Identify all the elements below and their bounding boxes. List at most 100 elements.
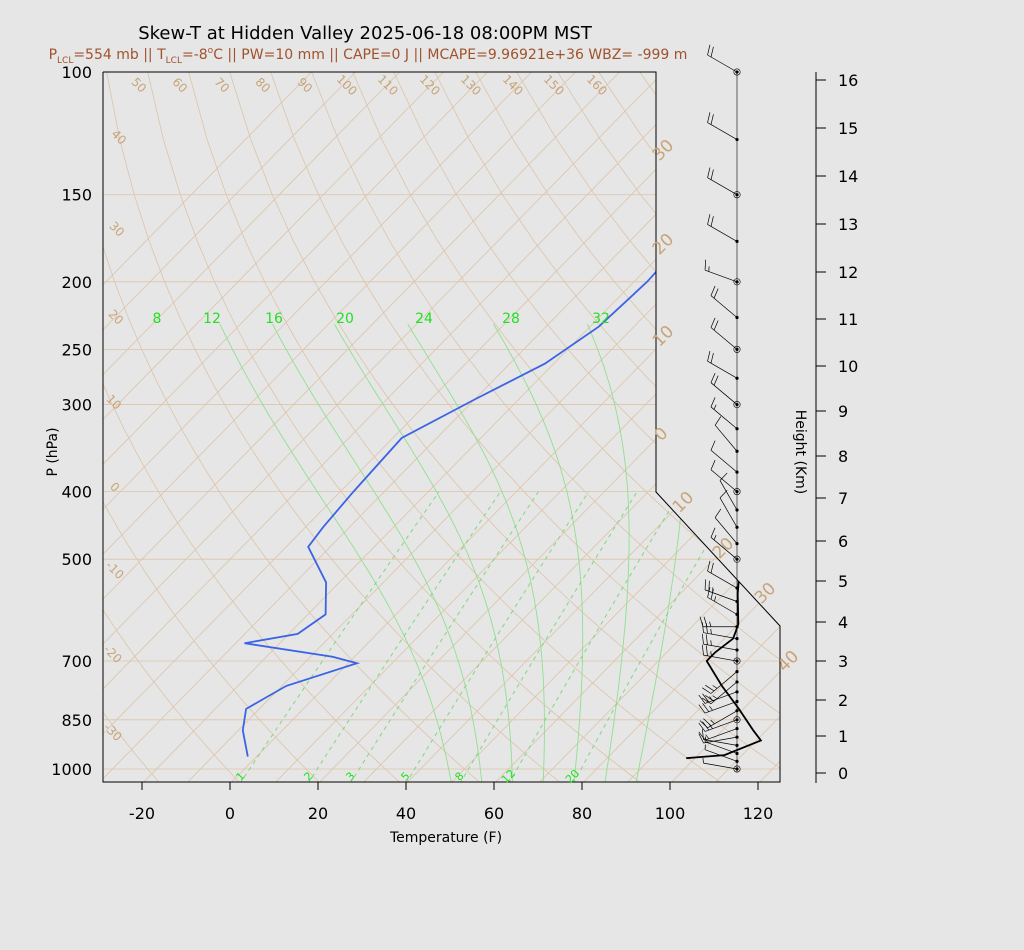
- wind-barb-shaft: [703, 643, 738, 651]
- isotherm-line: [449, 72, 780, 782]
- dry-adiabat-line: [106, 72, 563, 782]
- wind-calm-circle: [733, 68, 741, 76]
- moist-adiabat-line: [334, 323, 513, 782]
- wind-barb-dot: [735, 743, 739, 748]
- wind-barb-shaft: [710, 327, 738, 350]
- wind-barb-flag: [701, 633, 704, 645]
- x-axis-title: Temperature (F): [389, 830, 502, 846]
- isotherm-top-label: 110: [375, 72, 401, 98]
- wind-barb-shaft: [704, 719, 738, 732]
- wind-barb-shaft: [704, 741, 738, 754]
- wind-barb-flag: [710, 640, 712, 646]
- wind-barb-flag: [705, 634, 708, 645]
- isotherm-line: [405, 72, 780, 782]
- temperature-tick-label: 60: [484, 804, 504, 823]
- wind-barb-shaft: [710, 671, 738, 694]
- wind-barb-flag: [698, 704, 706, 714]
- isotherm-left-label: 0: [107, 480, 122, 495]
- wind-barb-flag: [710, 317, 716, 328]
- isotherm-left-label: 30: [106, 219, 127, 240]
- dewpoint-profile-line: [241, 72, 780, 757]
- mixing-ratio-label: 1: [233, 769, 247, 783]
- dry-adiabat-line: [0, 72, 80, 784]
- isotherm-right-label: 30: [751, 579, 780, 608]
- wind-barb: [719, 472, 739, 512]
- height-tick-label: 7: [838, 489, 848, 508]
- wind-barb: [704, 744, 739, 763]
- wind-barb-shaft: [704, 269, 738, 283]
- height-tick-label: 15: [838, 119, 858, 138]
- pressure-tick-label: 250: [61, 340, 92, 359]
- wind-barb-flag: [710, 285, 716, 296]
- height-tick-label: 0: [838, 764, 848, 783]
- dry-adiabat-line: [103, 72, 241, 782]
- moist-adiabat-label: 8: [153, 311, 162, 327]
- wind-barb-flag: [701, 644, 704, 656]
- wind-calm-circle: [733, 555, 741, 563]
- moist-adiabat-label: 28: [502, 311, 520, 327]
- isotherm-top-label: 60: [169, 75, 190, 96]
- wind-barb: [698, 726, 739, 741]
- wind-barb: [707, 214, 739, 243]
- wind-barb: [702, 670, 739, 694]
- wind-calm-circle: [733, 765, 741, 773]
- mixing-ratio-line: [239, 491, 440, 782]
- pressure-tick-label: 100: [61, 63, 92, 82]
- isotherm-right-label: 40: [774, 647, 803, 676]
- wind-barb-flag: [709, 705, 713, 711]
- wind-barb-dot: [735, 759, 739, 763]
- moist-adiabat-line: [493, 323, 584, 782]
- isotherm-top-label: 90: [294, 75, 315, 96]
- pressure-tick-label: 1000: [51, 760, 92, 779]
- pressure-tick-label: 500: [61, 550, 92, 569]
- wind-barb-shaft: [703, 654, 738, 662]
- height-tick-label: 9: [838, 402, 848, 421]
- wind-barb-shaft: [710, 406, 738, 430]
- dry-adiabat-line: [475, 72, 780, 782]
- wind-barb-flag: [714, 508, 722, 518]
- wind-barb-shaft: [704, 701, 738, 714]
- wind-barb-shaft: [710, 295, 738, 318]
- wind-barb-shaft: [704, 691, 738, 704]
- wind-barb-flag: [707, 112, 711, 123]
- dry-adiabat-line: [804, 72, 1024, 784]
- isotherm-top-label: 160: [584, 72, 610, 98]
- wind-barb-flag: [708, 580, 710, 592]
- moist-adiabat-line: [407, 323, 545, 782]
- wind-barb-flag: [703, 718, 712, 727]
- wind-barb: [710, 527, 739, 561]
- isotherm-line: [625, 72, 780, 782]
- mixing-ratio-label: 20: [563, 767, 582, 786]
- isotherm-top-label: 140: [500, 72, 526, 98]
- wind-barb-shaft: [704, 728, 738, 741]
- wind-barb: [699, 616, 739, 629]
- isotherm-line: [537, 72, 780, 782]
- wind-barb: [710, 460, 739, 494]
- height-tick-label: 1: [838, 727, 848, 746]
- height-tick-label: 6: [838, 532, 848, 551]
- wind-barb: [707, 350, 739, 380]
- isotherm-left-label: -30: [101, 720, 125, 744]
- wind-calm-circle: [733, 191, 741, 199]
- dry-adiabat-line: [229, 72, 780, 782]
- wind-barb-shaft: [719, 480, 738, 511]
- dry-adiabat-line: [639, 72, 780, 782]
- wind-barb-shaft: [707, 54, 738, 73]
- moist-adiabat-line: [586, 323, 630, 782]
- temperature-tick-label: 100: [655, 804, 686, 823]
- height-tick-label: 8: [838, 447, 848, 466]
- wind-barb-shaft: [703, 632, 738, 639]
- wind-barb-flag: [707, 214, 711, 225]
- wind-barb-flag: [710, 589, 714, 600]
- chart-title: Skew-T at Hidden Valley 2025-06-18 08:00…: [138, 23, 593, 44]
- wind-calm-circle: [733, 716, 741, 724]
- dry-adiabats: [0, 72, 1024, 784]
- mixing-ratio-line: [459, 491, 638, 782]
- isotherm-line: [273, 72, 780, 782]
- wind-barb-flag: [710, 651, 712, 657]
- wind-barb-flag: [710, 46, 714, 58]
- isotherm-line: [713, 72, 780, 782]
- dry-adiabat-line: [516, 72, 780, 782]
- isotherm-line: [141, 72, 780, 782]
